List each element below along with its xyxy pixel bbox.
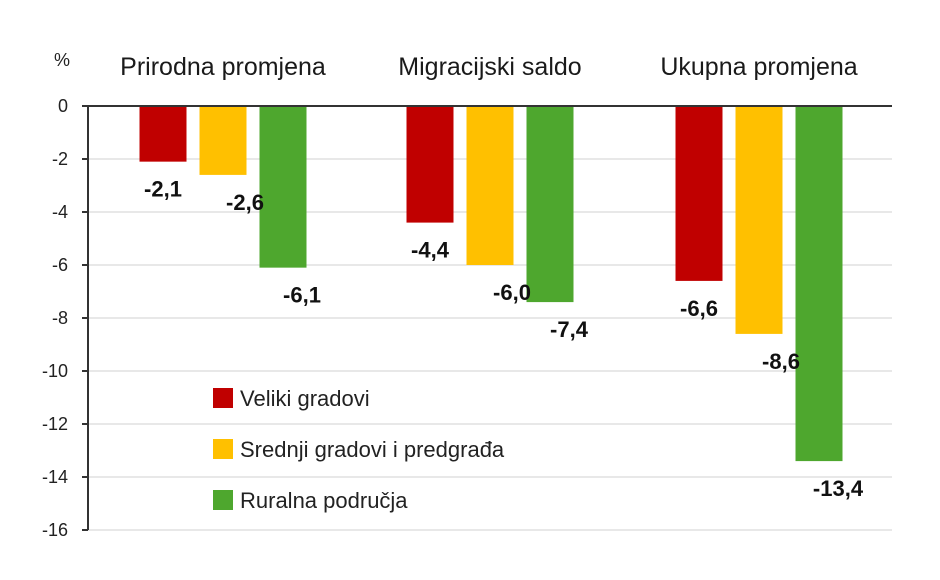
data-label: -6,6 — [680, 296, 718, 321]
bars — [139, 106, 843, 462]
bar — [526, 106, 574, 303]
y-tick-label: -16 — [42, 520, 68, 540]
category-title: Prirodna promjena — [120, 53, 326, 81]
bar — [139, 106, 187, 162]
bar — [795, 106, 843, 462]
data-label: -6,1 — [283, 283, 321, 308]
y-tick-label: -2 — [52, 149, 68, 169]
data-labels: -2,1 -4,4 -6,6 -2,6 -6,0 -8,6 -6,1 -7,4 -13,4 — [144, 177, 864, 501]
legend-label: Veliki gradovi — [240, 386, 370, 411]
data-label: -4,4 — [411, 238, 450, 263]
legend-label: Ruralna područja — [240, 488, 408, 513]
data-label: -6,0 — [493, 280, 531, 305]
legend: Veliki gradovi Srednji gradovi i predgrađ… — [213, 386, 505, 513]
y-tick-label: -10 — [42, 361, 68, 381]
legend-swatch — [213, 439, 233, 459]
y-tick-label: -12 — [42, 414, 68, 434]
data-label: -8,6 — [762, 349, 800, 374]
y-tick-label: 0 — [58, 96, 68, 116]
data-label: -2,6 — [226, 190, 264, 215]
category-title: Migracijski saldo — [398, 53, 581, 81]
group-titles: Prirodna promjena Migracijski saldo Ukupna… — [120, 53, 858, 81]
bar — [466, 106, 514, 265]
data-label: -13,4 — [813, 476, 864, 501]
legend-label: Srednji gradovi i predgrađa — [240, 437, 505, 462]
data-label: -7,4 — [550, 317, 589, 342]
y-tick-label: -4 — [52, 202, 68, 222]
legend-swatch — [213, 388, 233, 408]
legend-swatch — [213, 490, 233, 510]
y-tick-label: -8 — [52, 308, 68, 328]
y-tick-label: -14 — [42, 467, 68, 487]
y-axis-unit-label: % — [54, 50, 70, 70]
data-label: -2,1 — [144, 177, 182, 202]
y-tick-label: -6 — [52, 255, 68, 275]
bar — [199, 106, 247, 175]
category-title: Ukupna promjena — [660, 53, 857, 81]
bar — [675, 106, 723, 281]
bar — [735, 106, 783, 334]
y-axis: 0 -2 -4 -6 -8 -10 -12 -14 -16 — [42, 96, 892, 540]
bar — [406, 106, 454, 223]
bar — [259, 106, 307, 268]
